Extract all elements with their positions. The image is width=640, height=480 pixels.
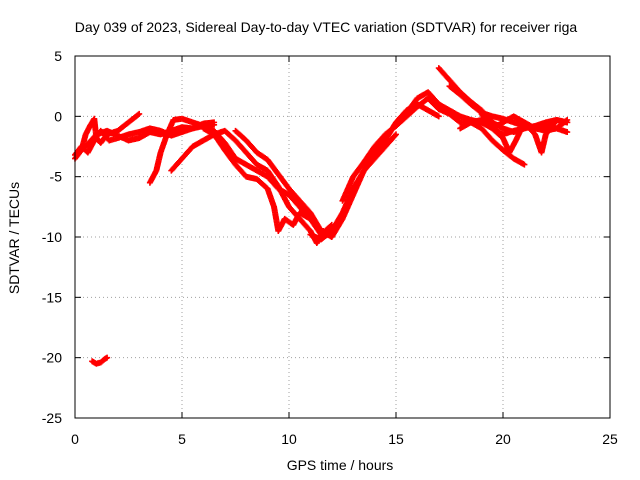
x-tick-label: 5 <box>178 431 186 447</box>
series-track-6 <box>200 125 314 234</box>
y-tick-label: -10 <box>42 229 62 245</box>
data-point <box>435 113 442 120</box>
series-track-14 <box>478 110 571 132</box>
series-track-5 <box>168 127 327 247</box>
x-tick-label: 25 <box>602 431 618 447</box>
series-track-8 <box>307 101 442 243</box>
data-point <box>393 131 399 138</box>
data-point <box>392 132 399 139</box>
data-point <box>135 111 142 118</box>
x-tick-label: 10 <box>281 431 297 447</box>
data-point <box>564 129 571 136</box>
y-tick-label: 5 <box>54 48 62 64</box>
data-point <box>136 110 143 117</box>
x-tick-label: 20 <box>495 431 511 447</box>
grid <box>75 56 610 418</box>
axis-ticks: 0 5 10 15 20 25 -25 -20 -15 -10 -5 0 5 <box>42 48 618 447</box>
data-point <box>211 121 218 128</box>
y-tick-label: -25 <box>42 410 62 426</box>
y-tick-label: 0 <box>54 108 62 124</box>
x-axis-label: GPS time / hours <box>287 457 394 473</box>
x-tick-label: 0 <box>71 431 79 447</box>
y-tick-label: -15 <box>42 289 62 305</box>
data-point <box>564 116 571 123</box>
chart-title: Day 039 of 2023, Sidereal Day-to-day VTE… <box>75 19 578 35</box>
x-tick-label: 15 <box>388 431 404 447</box>
y-tick-label: -5 <box>50 169 63 185</box>
y-axis-label: SDTVAR / TECUs <box>6 182 22 294</box>
y-tick-label: -20 <box>42 350 62 366</box>
series-track-15 <box>89 354 111 367</box>
data-point <box>104 354 111 361</box>
data-series <box>72 65 571 367</box>
data-point <box>521 161 528 168</box>
data-point <box>563 117 570 124</box>
